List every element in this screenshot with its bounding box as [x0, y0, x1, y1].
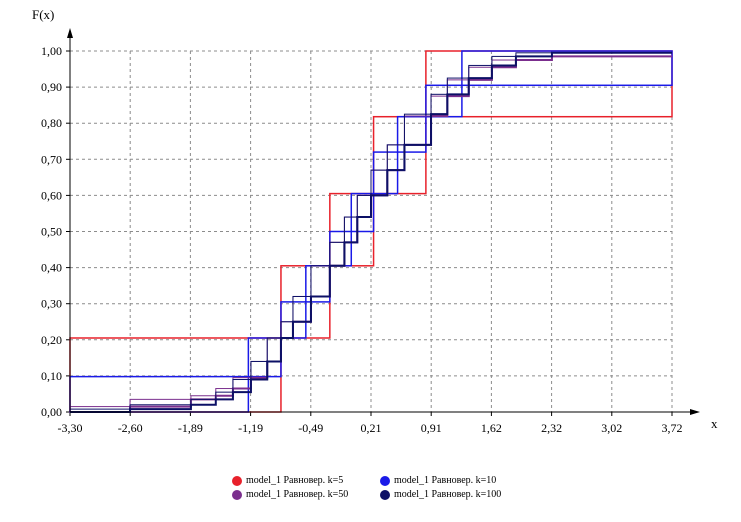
- legend-label-k5: model_1 Равновер. k=5: [246, 475, 344, 486]
- series-step-box: [356, 194, 372, 218]
- x-tick-label: 1,62: [481, 421, 502, 435]
- legend-label-k10: model_1 Равновер. k=10: [394, 475, 497, 486]
- legend-item-k10: model_1 Равновер. k=10: [380, 475, 496, 486]
- legend: model_1 Равновер. k=5 model_1 Равновер. …: [232, 470, 552, 504]
- series-step-box: [386, 144, 405, 171]
- x-tick-label: -3,30: [58, 421, 83, 435]
- series-bin: [247, 337, 282, 378]
- series-step-box: [329, 241, 345, 267]
- y-tick-label: 0,00: [41, 405, 62, 419]
- y-tick-label: 0,20: [41, 333, 62, 347]
- series-step-box: [129, 404, 192, 410]
- series-step-box: [266, 337, 282, 362]
- series-bin: [372, 115, 427, 195]
- series-step-box: [403, 113, 432, 146]
- y-axis-label: F(x): [32, 7, 54, 22]
- series-bin: [396, 115, 427, 153]
- legend-marker-k50: [232, 489, 242, 500]
- series-step-box: [386, 144, 405, 171]
- legend-label-k50: model_1 Равновер. k=50: [246, 489, 349, 500]
- series-step-box: [250, 360, 268, 379]
- y-tick-label: 1,00: [41, 44, 62, 58]
- x-tick-label: -2,60: [118, 421, 143, 435]
- series-step-box: [280, 321, 294, 339]
- series-step-box: [468, 64, 493, 79]
- grid: [66, 50, 673, 416]
- y-tick-label: 0,10: [41, 369, 62, 383]
- x-tick-label: 0,91: [421, 421, 442, 435]
- x-tick-label: -1,89: [178, 421, 203, 435]
- x-tick-label: 3,72: [662, 421, 683, 435]
- legend-marker-k100: [380, 489, 390, 500]
- series-step-box: [266, 337, 282, 362]
- legend-item-k50: model_1 Равновер. k=50: [232, 489, 348, 500]
- series-step-box: [446, 77, 470, 95]
- series-step-box: [215, 391, 234, 400]
- series-step-box: [343, 216, 358, 243]
- legend-label-k100: model_1 Равновер. k=100: [394, 489, 502, 500]
- series-bin: [372, 151, 399, 195]
- series-step-box: [292, 295, 312, 323]
- legend-marker-k5: [232, 475, 242, 486]
- legend-item-k5: model_1 Равновер. k=5: [232, 475, 343, 486]
- x-tick-label: -1,19: [238, 421, 263, 435]
- series-bin: [461, 50, 673, 87]
- series-step-box: [250, 360, 268, 381]
- series-step-box: [430, 93, 448, 115]
- x-tick-label: 3,02: [601, 421, 622, 435]
- x-axis-label: x: [711, 416, 718, 431]
- series-step-box: [292, 295, 312, 323]
- axes: [67, 28, 700, 415]
- series-bin: [69, 337, 282, 413]
- y-tick-label: 0,80: [41, 116, 62, 130]
- series-step-box: [310, 265, 331, 297]
- x-axis-arrow: [690, 409, 700, 415]
- series-step-box: [190, 398, 217, 406]
- y-tick-label: 0,30: [41, 297, 62, 311]
- series-step-box: [232, 379, 252, 393]
- y-axis-arrow: [67, 28, 73, 38]
- y-tick-label: 0,70: [41, 152, 62, 166]
- series-group: [69, 50, 673, 413]
- tick-labels: -3,30 -2,60 -1,89 -1,19 -0,49 0,21 0,91 1,62 2,3…: [41, 44, 683, 435]
- x-tick-label: 0,21: [361, 421, 382, 435]
- legend-item-k100: model_1 Равновер. k=100: [380, 489, 501, 500]
- series-step-box: [515, 52, 553, 57]
- series-step-box: [310, 265, 331, 297]
- legend-marker-k10: [380, 475, 390, 486]
- series-step-box: [430, 95, 448, 117]
- series-bin: [350, 192, 375, 233]
- series-step-box: [491, 55, 517, 66]
- series-step-box: [129, 398, 192, 408]
- y-tick-label: 0,60: [41, 188, 62, 202]
- series-step-box: [329, 241, 345, 267]
- x-tick-label: 2,32: [541, 421, 562, 435]
- series-bin: [329, 230, 353, 267]
- series-step-box: [356, 194, 372, 218]
- series-step-box: [370, 169, 388, 196]
- series-step-box: [403, 115, 432, 146]
- series-step-box: [280, 321, 294, 339]
- x-tick-label: -0,49: [298, 421, 323, 435]
- y-tick-label: 0,40: [41, 261, 62, 275]
- y-tick-label: 0,90: [41, 80, 62, 94]
- y-tick-label: 0,50: [41, 225, 62, 239]
